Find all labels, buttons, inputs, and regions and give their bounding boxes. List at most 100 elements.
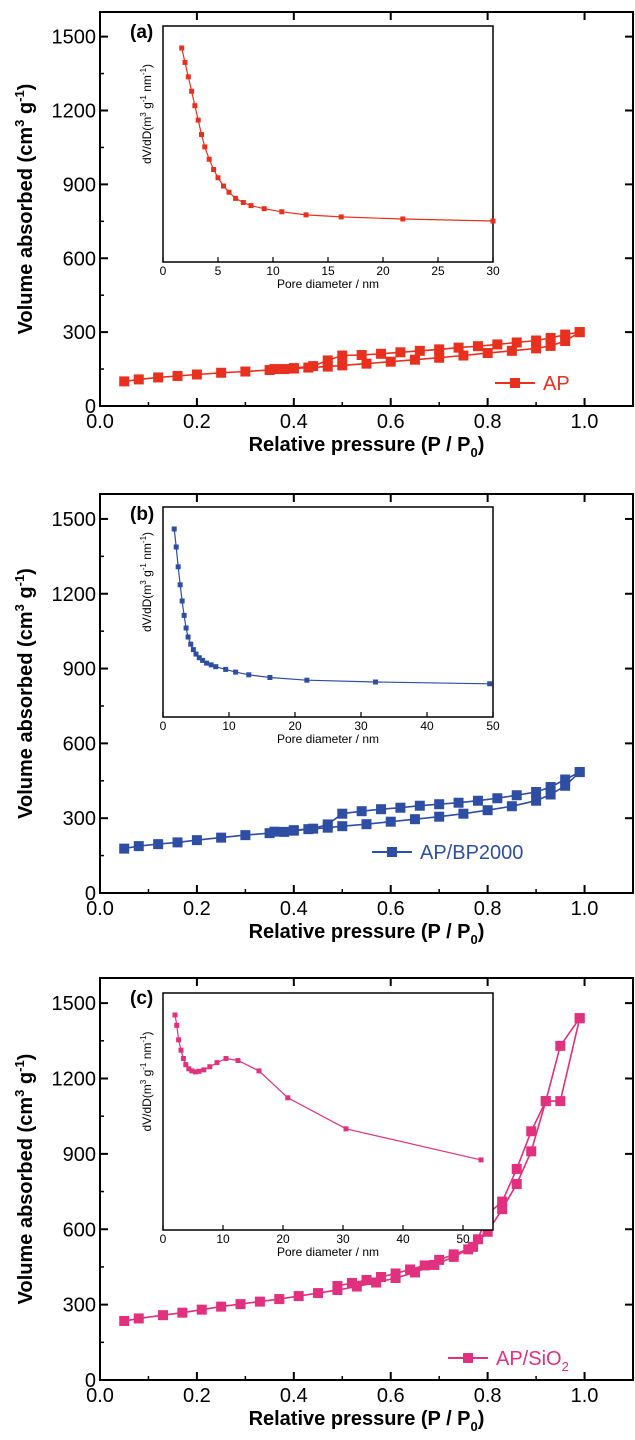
data-point [405,1264,416,1275]
inset-y-title-end: ) [140,532,154,536]
inset-data-point [223,1055,229,1061]
inset-data-point [206,156,212,162]
legend-label-main: AP/BP2000 [420,842,523,864]
y-axis-title-mid: g [15,586,37,604]
x-tick-label: 0.8 [474,1385,502,1407]
data-point [482,348,493,359]
data-point [574,1013,585,1024]
x-tick-label: 0.0 [86,411,114,433]
data-point [337,821,348,832]
inset-data-point [204,660,210,666]
x-tick-label: 1.0 [571,898,599,920]
inset-y-title-end: ) [140,64,154,68]
inset-y-title-end: ) [140,1031,154,1035]
inset-data-point [189,1068,195,1074]
inset-data-point [233,195,239,201]
data-point [472,341,483,352]
data-point [361,1275,372,1286]
inset-data-point [221,183,226,189]
inset-x-tick-label: 10 [216,1232,230,1246]
y-tick-label: 600 [63,1219,96,1241]
y-axis-title-sup2: -1 [12,1060,27,1072]
inset-data-point [343,1126,349,1132]
inset-x-tick-label: 30 [354,719,368,733]
data-point [322,355,333,366]
inset-data-point [183,625,189,631]
x-tick-label: 0.6 [377,1385,405,1407]
data-point [414,345,425,356]
data-point [240,830,251,841]
inset-x-axis-title: Pore diameter / nm [277,732,379,746]
inset-data-point [196,655,202,661]
inset-data-point [195,117,201,123]
panel-label: (c) [130,988,153,1009]
inset-data-point [185,634,191,640]
data-point [119,843,130,854]
x-tick-label: 0.2 [183,1385,211,1407]
inset-x-tick-label: 0 [160,264,167,278]
y-axis-title-main: Volume absorbed (cm [15,611,37,818]
data-point [119,1315,130,1326]
inset-data-point [215,175,221,181]
inset-x-tick-label: 50 [456,1232,470,1246]
data-point [172,370,183,381]
data-point [216,832,227,843]
inset-data-point [179,598,185,604]
inset-y-title-mid2: nm [140,543,154,563]
y-tick-label: 1500 [52,509,97,531]
y-axis-title-end: ) [15,568,37,575]
data-point [322,361,333,372]
data-point [526,1146,537,1157]
data-point [511,790,522,801]
inset-x-tick-label: 40 [420,719,434,733]
inset-data-point [173,544,179,550]
inset-data-point [267,675,273,680]
x-axis-title-main: Relative pressure (P / P [249,921,471,943]
data-point [390,1268,401,1279]
inset-data-point [256,1068,262,1074]
data-point [434,344,445,355]
inset-data-point [188,641,194,647]
y-tick-label: 300 [63,322,96,344]
data-point [288,363,299,374]
inset-data-point [233,669,239,675]
y-axis-title: Volume absorbed (cm3 g-1) [12,568,37,819]
inset-frame [162,506,494,718]
inset-data-point [213,664,219,670]
data-point [458,808,469,819]
data-point [240,366,251,377]
data-point [293,1291,304,1302]
inset-x-tick-label: 10 [222,719,236,733]
data-point [191,369,202,380]
data-point [254,1296,265,1307]
x-tick-label: 0.8 [474,411,502,433]
data-point [274,1294,285,1305]
data-point [361,358,372,369]
data-point [133,841,144,852]
y-axis-title-sup2: -1 [12,90,27,102]
inset-x-axis-title: Pore diameter / nm [277,1245,379,1259]
data-point [531,787,542,798]
data-point [376,1271,387,1282]
inset-data-point [240,200,246,205]
plot-frame [99,977,634,1381]
panel-label: (b) [130,504,154,525]
inset-x-tick-label: 10 [266,264,280,278]
data-point [545,340,556,351]
inset-data-point [175,564,181,570]
data-point [346,1278,357,1289]
data-point [545,789,556,800]
data-point [448,1249,459,1260]
inset-x-tick-label: 30 [486,264,500,278]
inset-data-point [178,1047,184,1053]
y-tick-label: 1200 [52,584,97,606]
data-point [269,364,280,375]
legend-marker [387,847,397,857]
inset-data-point [172,1012,178,1018]
inset-y-title-sup3: -1 [139,1035,148,1043]
inset-y-title-main: dV/dD(m [140,585,154,632]
data-point [511,337,522,348]
data-point [356,350,367,361]
data-point [376,804,387,815]
